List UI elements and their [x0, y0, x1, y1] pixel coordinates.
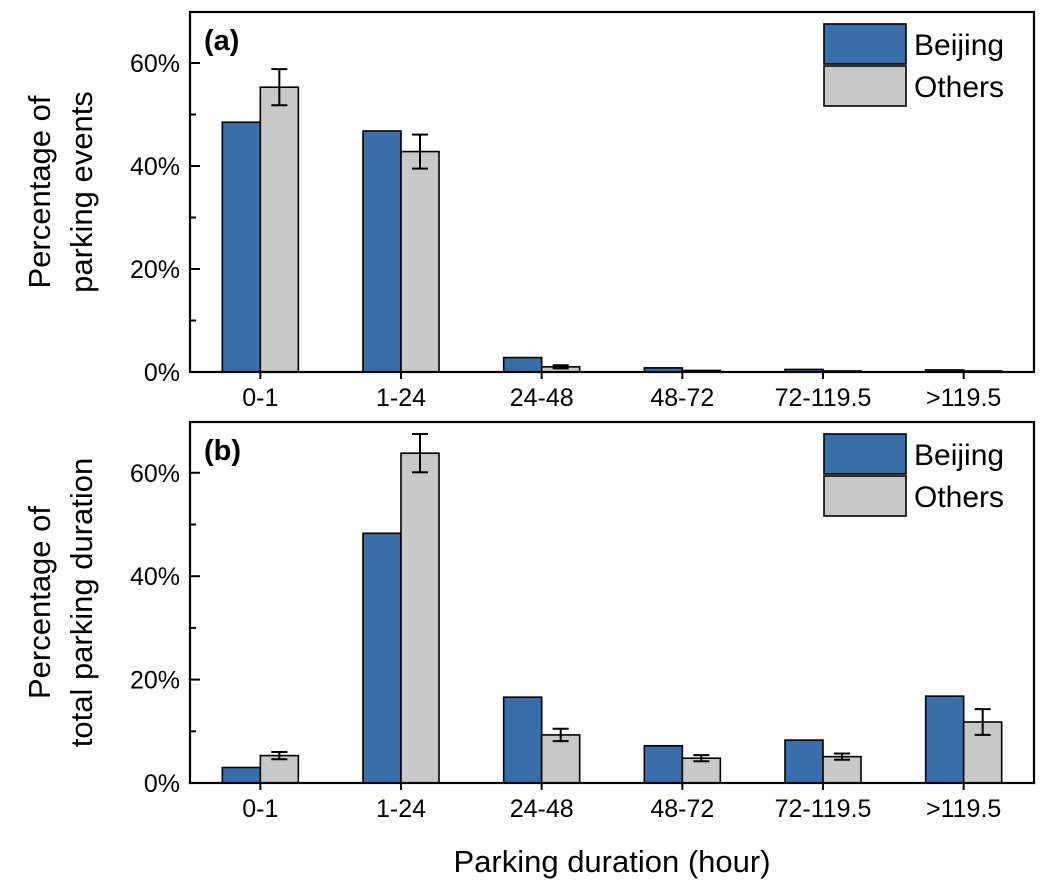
x-tick-label: 1-24	[376, 384, 426, 412]
x-tick-label: 48-72	[650, 384, 714, 412]
bar-beijing-1	[221, 766, 262, 784]
y-tick-label: 0%	[144, 359, 180, 387]
y-tick-label: 20%	[130, 667, 180, 695]
y-tick-label: 60%	[130, 50, 180, 78]
bar-beijing-3	[502, 696, 543, 784]
bar-beijing-1	[221, 121, 262, 373]
x-axis-title: Parking duration (hour)	[453, 844, 770, 879]
y-axis-title-line-2: parking events	[64, 91, 99, 293]
plot-frame	[188, 420, 1036, 785]
panel-b: 0-1 1-24 24-48 48-72 72-119.5 >119.5 0% 20% 40% 6…	[22, 420, 1036, 823]
plot-frame	[188, 10, 1036, 374]
bar-others-4	[681, 757, 722, 784]
bar-beijing-6	[924, 695, 965, 784]
bar-beijing-2	[362, 130, 402, 373]
x-tick-label: 72-119.5	[775, 384, 872, 412]
legend-swatch-others	[823, 65, 907, 107]
y-axis-title-line-1: Percentage of	[22, 95, 57, 288]
bar-beijing-2	[362, 532, 402, 784]
y-axis-title-line-1: Percentage of	[22, 506, 57, 699]
legend: Beijing Others	[823, 433, 1004, 517]
x-tick-label: 72-119.5	[775, 795, 872, 823]
legend-label-others: Others	[914, 71, 1004, 104]
y-axis-title-line-2: total parking duration	[64, 458, 99, 748]
x-tick-label: 1-24	[376, 795, 426, 823]
x-tick-label: 48-72	[650, 795, 714, 823]
y-tick-label: 40%	[130, 153, 180, 181]
x-tick-label: 0-1	[242, 384, 278, 412]
x-tick-label: 24-48	[510, 384, 574, 412]
y-tick-label: 60%	[130, 460, 180, 488]
panel-label: (b)	[204, 435, 241, 467]
legend-label-beijing: Beijing	[914, 439, 1004, 472]
panel-a: 0-1 1-24 24-48 48-72 72-119.5 >119.5 0% 20% 40% 6…	[22, 10, 1036, 412]
x-tick-label: >119.5	[926, 795, 1001, 823]
bar-others-5	[822, 755, 862, 784]
bar-others-2	[400, 452, 440, 784]
bar-others-1	[259, 86, 300, 373]
x-tick-label: 0-1	[242, 795, 278, 823]
y-tick-label: 20%	[130, 256, 180, 284]
legend-swatch-beijing	[823, 23, 907, 65]
y-tick-label: 40%	[130, 563, 180, 591]
legend-label-beijing: Beijing	[914, 29, 1004, 62]
bar-others-3	[540, 734, 581, 784]
legend-swatch-others	[823, 475, 907, 517]
bar-others-2	[400, 150, 440, 373]
bar-beijing-5	[784, 739, 824, 784]
bar-beijing-4	[643, 744, 684, 784]
x-tick-label: 24-48	[510, 795, 574, 823]
legend-label-others: Others	[914, 481, 1004, 514]
bar-beijing-3	[502, 356, 543, 373]
panel-label: (a)	[204, 25, 239, 57]
legend-swatch-beijing	[823, 433, 907, 475]
legend: Beijing Others	[823, 23, 1004, 107]
x-tick-label: >119.5	[926, 384, 1001, 412]
y-tick-label: 0%	[144, 770, 180, 798]
